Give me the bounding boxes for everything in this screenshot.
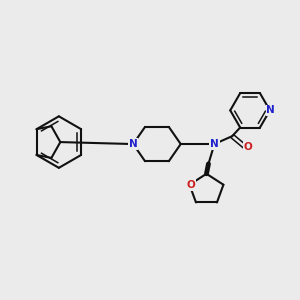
Text: N: N xyxy=(266,105,275,116)
Text: N: N xyxy=(210,139,219,149)
Text: N: N xyxy=(129,139,137,149)
Text: O: O xyxy=(186,180,195,190)
Text: O: O xyxy=(244,142,253,152)
